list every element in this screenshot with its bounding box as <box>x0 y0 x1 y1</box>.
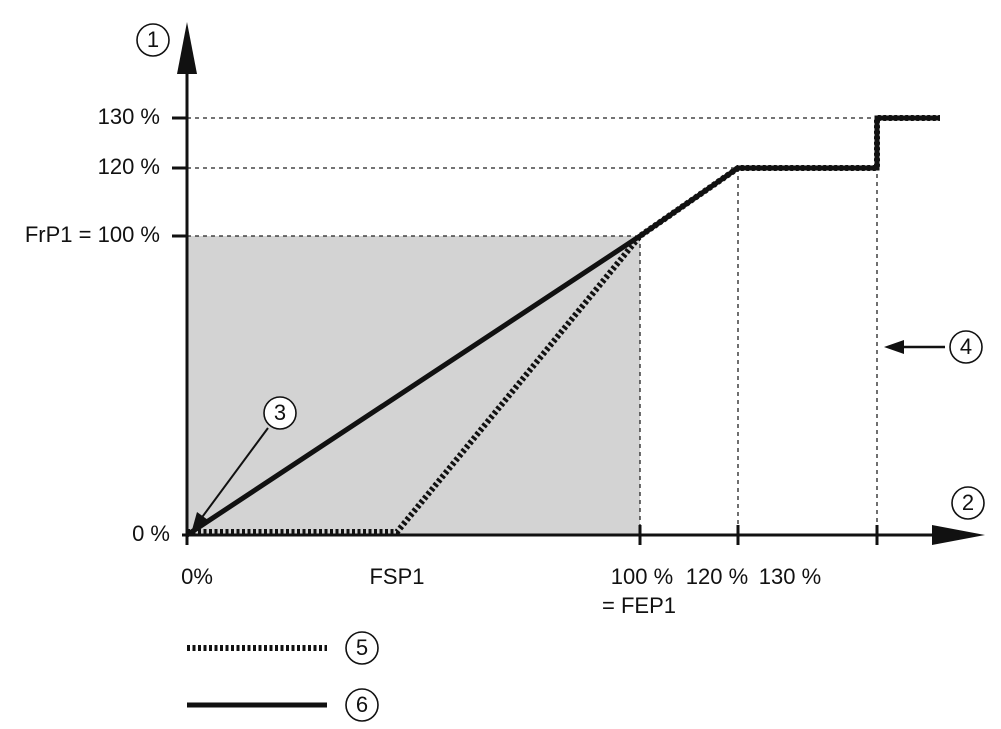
callout-number: 6 <box>356 692 368 717</box>
callout-number: 1 <box>147 27 159 52</box>
x-note: = FEP1 <box>602 593 676 618</box>
curve-6 <box>185 115 940 538</box>
axes <box>172 22 985 545</box>
callout: 3 <box>263 396 297 430</box>
x-label: 100 % <box>611 564 673 589</box>
y-label: 130 % <box>98 104 160 129</box>
x-label: 130 % <box>759 564 821 589</box>
callout: 5 <box>345 631 379 665</box>
callout: 4 <box>949 330 983 364</box>
y-label: 120 % <box>98 154 160 179</box>
callout: 2 <box>951 486 985 520</box>
x-label: FSP1 <box>369 564 424 589</box>
x-label: 120 % <box>686 564 748 589</box>
callout-arrows <box>192 340 945 530</box>
y-label: 0 % <box>132 521 170 546</box>
x-label: 0% <box>181 564 213 589</box>
guides <box>187 117 940 535</box>
callout: 6 <box>345 688 379 722</box>
callout-number: 5 <box>356 635 368 660</box>
callout-number: 2 <box>962 490 974 515</box>
y-label: FrP1 = 100 % <box>25 222 160 247</box>
callout: 1 <box>136 23 170 57</box>
callout-number: 4 <box>960 334 972 359</box>
callout-number: 3 <box>274 400 286 425</box>
